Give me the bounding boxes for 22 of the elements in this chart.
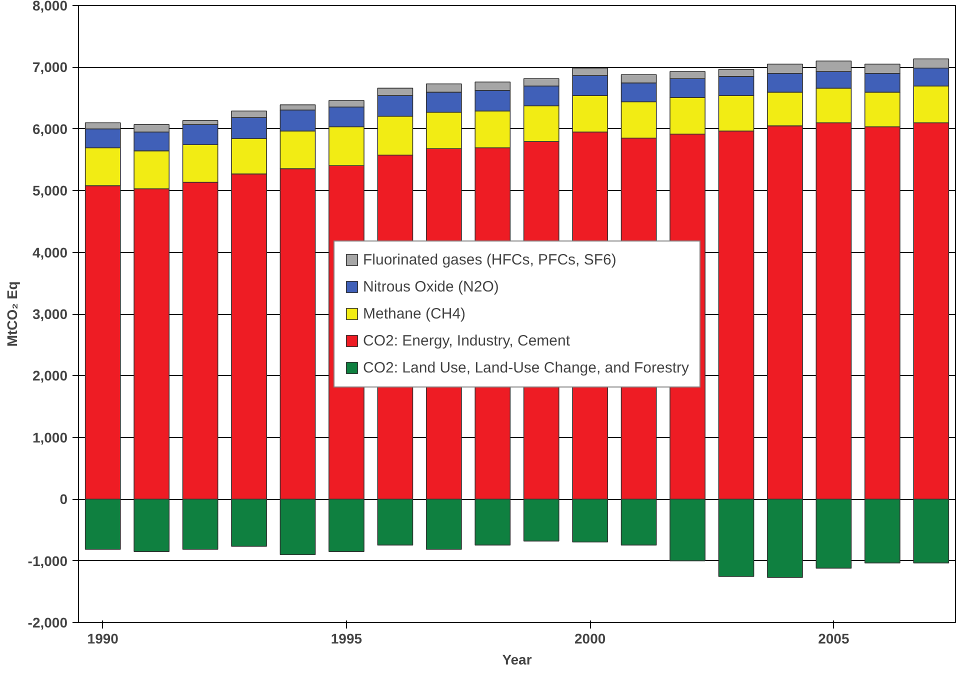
y-tick-label: -1,000	[28, 552, 68, 569]
y-tick-label: 6,000	[32, 120, 68, 137]
y-tick-label: 2,000	[32, 368, 68, 384]
y-tick-label: 5,000	[32, 182, 68, 199]
x-tick-label: 2000	[574, 630, 606, 646]
y-tick-label: 1,000	[32, 429, 68, 446]
legend-label: CO2: Land Use, Land-Use Change, and Forestry	[362, 359, 690, 376]
y-tick-label: -2,000	[28, 614, 68, 630]
legend-label: CO2: Energy, Industry, Cement	[362, 332, 570, 349]
y-tick-label: 7,000	[32, 59, 68, 76]
y-tick-label: 4,000	[32, 244, 68, 260]
y-tick-label: 0	[60, 491, 68, 508]
legend-label: Nitrous Oxide (N2O)	[362, 278, 499, 295]
y-tick-label: 8,000	[32, 0, 68, 14]
x-tick-label: 1990	[87, 630, 119, 646]
x-tick-label: 2005	[818, 630, 850, 646]
y-tick-label: 3,000	[32, 306, 68, 322]
legend-label: Fluorinated gases (HFCs, PFCs, SF6)	[362, 251, 616, 268]
legend-label: Methane (CH4)	[362, 305, 466, 322]
y-axis-title: MtCO₂ Eq	[4, 281, 20, 347]
x-tick-label: 1995	[330, 630, 362, 646]
x-axis-title: Year	[502, 652, 532, 668]
